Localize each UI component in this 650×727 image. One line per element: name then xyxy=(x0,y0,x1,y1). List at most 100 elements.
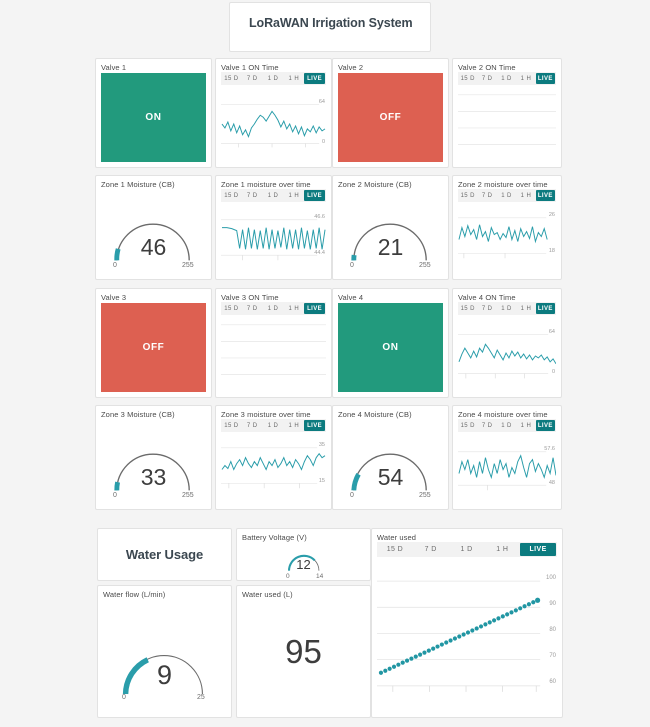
water-usage-section-title: Water Usage xyxy=(125,547,204,562)
zone-4-range-selector[interactable]: 15 D 7 D 1 D 1 H LIVE xyxy=(458,419,556,432)
valve-1-range-selector[interactable]: 15 D 7 D 1 D 1 H LIVE xyxy=(221,72,326,85)
zone-4-chart-title: Zone 4 moisture over time xyxy=(458,410,548,419)
zone-4-gauge-max: 255 xyxy=(419,492,431,499)
battery-voltage-value: 12 xyxy=(296,557,311,572)
range-button-1d[interactable]: 1 D xyxy=(267,75,279,82)
range-button-1d[interactable]: 1 D xyxy=(267,192,279,199)
range-button-live[interactable]: LIVE xyxy=(304,303,325,314)
range-button-15d[interactable]: 15 D xyxy=(224,305,239,312)
water-used-chart: 100 90 80 70 60 xyxy=(377,561,557,712)
zone-4-chart-card: Zone 4 moisture over time 15 D 7 D 1 D 1… xyxy=(452,405,562,510)
range-button-1d[interactable]: 1 D xyxy=(267,305,279,312)
range-button-15d[interactable]: 15 D xyxy=(460,422,475,429)
range-button-7d[interactable]: 7 D xyxy=(246,422,258,429)
range-button-1h[interactable]: 1 H xyxy=(520,75,532,82)
valve-1-card: Valve 1 ON xyxy=(95,58,212,168)
range-button-15d[interactable]: 15 D xyxy=(460,305,475,312)
range-button-7d[interactable]: 7 D xyxy=(481,305,493,312)
valve-1-y-top: 64 xyxy=(318,99,325,105)
page-title: LoRaWAN Irrigation System xyxy=(249,16,413,30)
zone-1-y-bottom: 44.4 xyxy=(314,250,325,256)
water-used-ytick-100: 100 xyxy=(545,575,556,581)
range-button-live[interactable]: LIVE xyxy=(304,420,325,431)
range-button-1d[interactable]: 1 D xyxy=(501,305,512,312)
range-button-1h[interactable]: 1 H xyxy=(288,192,300,199)
range-button-1d[interactable]: 1 D xyxy=(460,546,473,553)
zone-2-moisture-chart: 26 18 xyxy=(458,204,556,275)
range-button-1d[interactable]: 1 D xyxy=(501,75,512,82)
range-button-1h[interactable]: 1 H xyxy=(496,546,509,553)
valve-1-on-time-title: Valve 1 ON Time xyxy=(221,63,279,72)
range-button-7d[interactable]: 7 D xyxy=(246,75,258,82)
valve-2-range-selector[interactable]: 15 D 7 D 1 D 1 H LIVE xyxy=(458,72,556,85)
range-button-1h[interactable]: 1 H xyxy=(520,422,532,429)
battery-voltage-title: Battery Voltage (V) xyxy=(242,533,307,542)
valve-4-state-tile[interactable]: ON xyxy=(338,303,443,392)
range-button-7d[interactable]: 7 D xyxy=(481,75,493,82)
zone-1-range-selector[interactable]: 15 D 7 D 1 D 1 H LIVE xyxy=(221,189,326,202)
valve-4-y-bottom: 0 xyxy=(551,369,555,375)
valve-2-on-time-chart xyxy=(458,87,556,163)
range-button-15d[interactable]: 15 D xyxy=(224,422,239,429)
zone-4-y-bottom: 48 xyxy=(548,480,555,486)
zone-1-moisture-card: Zone 1 Moisture (CB) 46 0 255 xyxy=(95,175,212,280)
range-button-live[interactable]: LIVE xyxy=(520,543,556,556)
range-button-15d[interactable]: 15 D xyxy=(386,546,404,553)
valve-4-on-time-title: Valve 4 ON Time xyxy=(458,293,516,302)
valve-3-on-time-title: Valve 3 ON Time xyxy=(221,293,279,302)
range-button-15d[interactable]: 15 D xyxy=(460,75,475,82)
range-button-1d[interactable]: 1 D xyxy=(267,422,279,429)
water-used-chart-title: Water used xyxy=(377,533,417,542)
range-button-1h[interactable]: 1 H xyxy=(288,305,300,312)
range-button-live[interactable]: LIVE xyxy=(535,303,556,314)
valve-2-title: Valve 2 xyxy=(338,63,364,72)
valve-3-range-selector[interactable]: 15 D 7 D 1 D 1 H LIVE xyxy=(221,302,326,315)
water-usage-header-card: Water Usage xyxy=(97,528,232,581)
range-button-live[interactable]: LIVE xyxy=(535,73,556,84)
zone-2-moisture-card: Zone 2 Moisture (CB) 21 0 255 xyxy=(332,175,449,280)
range-button-7d[interactable]: 7 D xyxy=(481,422,493,429)
range-button-15d[interactable]: 15 D xyxy=(224,75,239,82)
water-used-total-card: Water used (L) 95 xyxy=(236,585,371,718)
range-button-7d[interactable]: 7 D xyxy=(481,192,493,199)
range-button-7d[interactable]: 7 D xyxy=(246,305,258,312)
range-button-1h[interactable]: 1 H xyxy=(288,422,300,429)
zone-1-y-top: 46.6 xyxy=(314,214,325,220)
valve-4-y-top: 64 xyxy=(548,329,555,335)
valve-4-range-selector[interactable]: 15 D 7 D 1 D 1 H LIVE xyxy=(458,302,556,315)
range-button-7d[interactable]: 7 D xyxy=(424,546,437,553)
zone-4-y-top: 57.6 xyxy=(544,446,555,452)
range-button-1h[interactable]: 1 H xyxy=(288,75,300,82)
water-used-range-selector[interactable]: 15 D 7 D 1 D 1 H LIVE xyxy=(377,542,557,557)
range-button-15d[interactable]: 15 D xyxy=(224,192,239,199)
zone-2-y-bottom: 18 xyxy=(548,248,555,254)
range-button-1d[interactable]: 1 D xyxy=(501,422,512,429)
zone-3-gauge-min: 0 xyxy=(113,492,117,499)
zone-2-chart-card: Zone 2 moisture over time 15 D 7 D 1 D 1… xyxy=(452,175,562,280)
range-button-1h[interactable]: 1 H xyxy=(520,305,532,312)
range-button-15d[interactable]: 15 D xyxy=(460,192,475,199)
range-button-1h[interactable]: 1 H xyxy=(520,192,532,199)
valve-3-state-tile[interactable]: OFF xyxy=(101,303,206,392)
range-button-live[interactable]: LIVE xyxy=(304,190,325,201)
range-button-live[interactable]: LIVE xyxy=(535,190,556,201)
range-button-7d[interactable]: 7 D xyxy=(246,192,258,199)
valve-1-state-tile[interactable]: ON xyxy=(101,73,206,162)
valve-2-state-tile[interactable]: OFF xyxy=(338,73,443,162)
zone-3-chart-title: Zone 3 moisture over time xyxy=(221,410,311,419)
zone-2-range-selector[interactable]: 15 D 7 D 1 D 1 H LIVE xyxy=(458,189,556,202)
zone-2-gauge-value: 21 xyxy=(377,234,404,260)
water-used-ytick-90: 90 xyxy=(549,601,556,607)
zone-3-range-selector[interactable]: 15 D 7 D 1 D 1 H LIVE xyxy=(221,419,326,432)
zone-3-gauge-max: 255 xyxy=(182,492,194,499)
valve-3-on-time-chart xyxy=(221,317,326,393)
water-flow-value: 9 xyxy=(156,660,173,690)
water-flow-max: 25 xyxy=(197,694,205,701)
zone-1-chart-title: Zone 1 moisture over time xyxy=(221,180,311,189)
range-button-live[interactable]: LIVE xyxy=(304,73,325,84)
battery-voltage-card: Battery Voltage (V) 12 0 14 xyxy=(236,528,371,581)
valve-2-on-time-card: Valve 2 ON Time 15 D 7 D 1 D 1 H LIVE xyxy=(452,58,562,168)
range-button-1d[interactable]: 1 D xyxy=(501,192,512,199)
range-button-live[interactable]: LIVE xyxy=(535,420,556,431)
zone-4-gauge-value: 54 xyxy=(377,464,404,490)
